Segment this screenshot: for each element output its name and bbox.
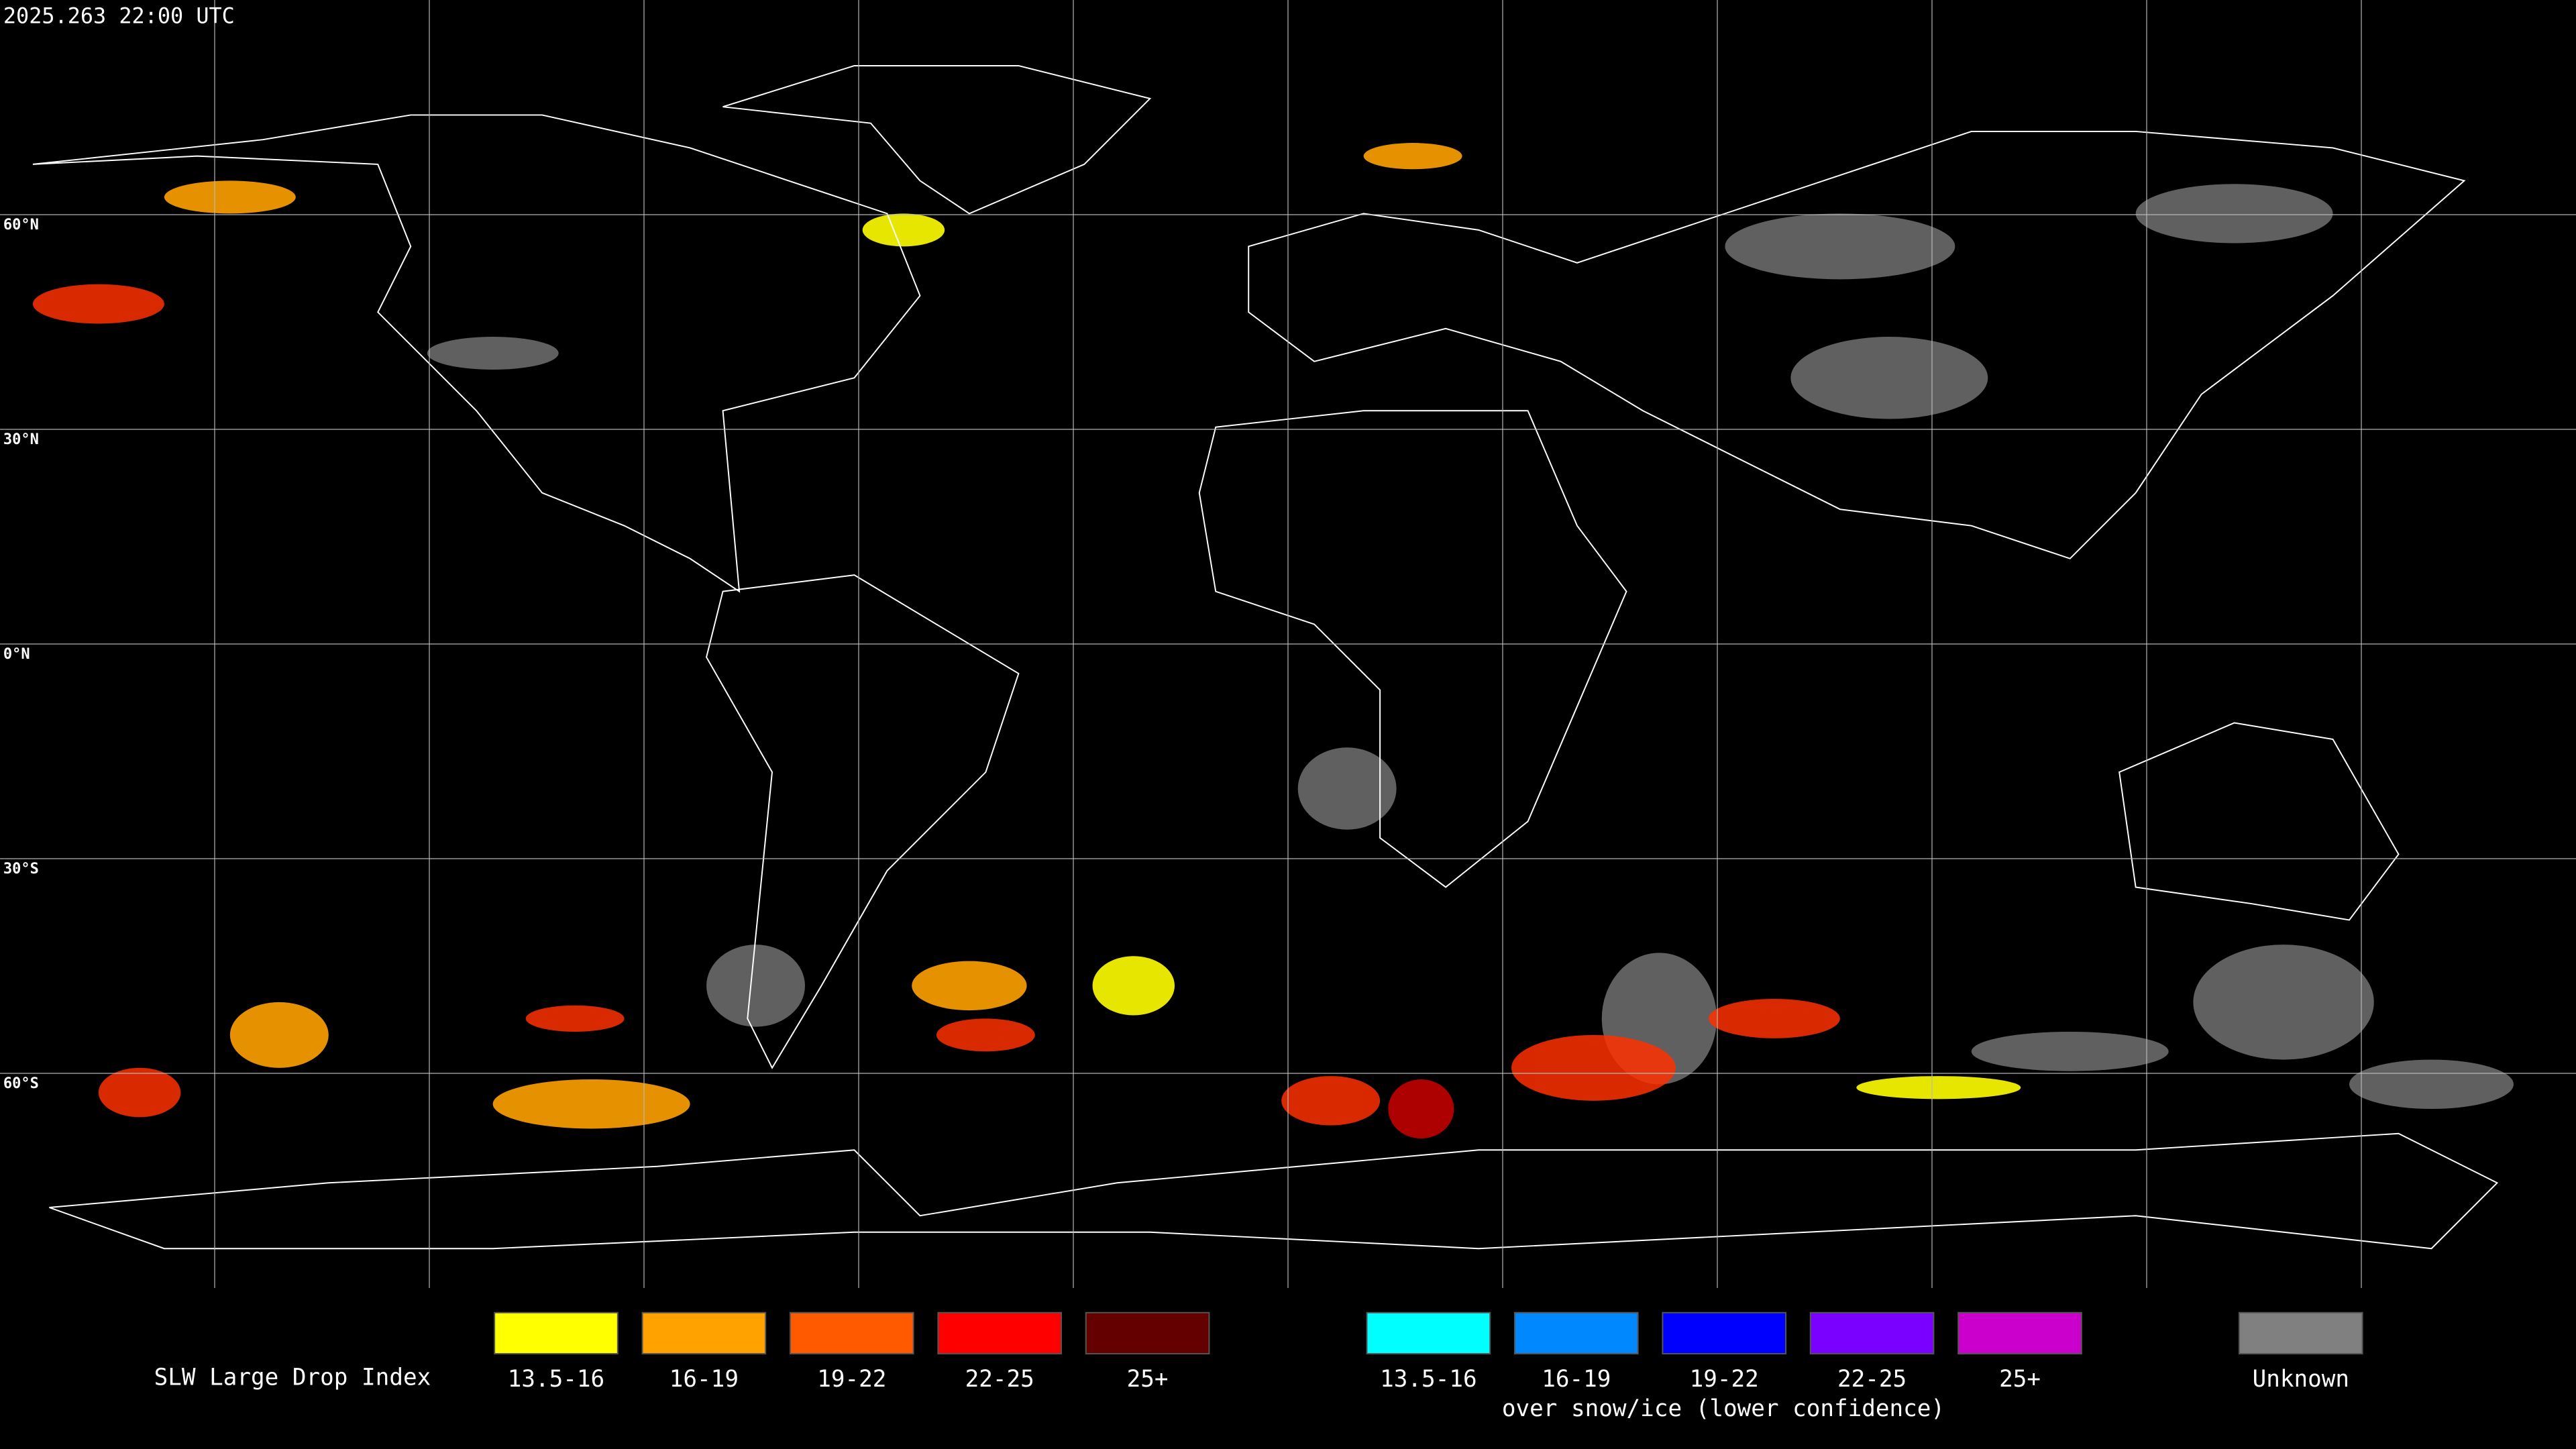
snow-ice-label: 13.5-16 <box>1380 1366 1477 1393</box>
cloud-imagery <box>32 143 2514 1139</box>
liquid-swatch <box>494 1311 619 1354</box>
unknown-swatch <box>2238 1311 2363 1354</box>
liquid-label: 16-19 <box>669 1366 739 1393</box>
liquid-swatch <box>1085 1311 1210 1354</box>
snow-ice-swatch <box>1366 1311 1491 1354</box>
snow-ice-swatch <box>1513 1311 1639 1354</box>
liquid-swatch <box>937 1311 1063 1354</box>
snow-ice-label: 22-25 <box>1837 1366 1907 1393</box>
unknown-label: Unknown <box>2253 1366 2349 1393</box>
liquid-swatch <box>641 1311 767 1354</box>
graticule <box>0 0 2576 1288</box>
snow-ice-caption: over snow/ice (lower confidence) <box>1502 1395 1945 1422</box>
snow-ice-swatch <box>1957 1311 2082 1354</box>
liquid-label: 25+ <box>1127 1366 1169 1393</box>
latitude-labels: 60°N 30°N 0°N 30°S 60°S <box>3 217 39 1092</box>
latitude-label: 60°S <box>3 1075 39 1092</box>
liquid-label: 19-22 <box>817 1366 886 1393</box>
snow-ice-swatch <box>1809 1311 1935 1354</box>
legend-title: SLW Large Drop Index <box>154 1364 431 1391</box>
snow-ice-label: 25+ <box>1999 1366 2041 1393</box>
coastlines <box>32 64 2499 1250</box>
legend: SLW Large Drop Index over snow/ice (lowe… <box>154 1311 2363 1422</box>
liquid-label: 13.5-16 <box>508 1366 604 1393</box>
liquid-swatch <box>789 1311 914 1354</box>
timestamp: 2025.263 22:00 UTC <box>3 3 235 28</box>
latitude-label: 30°S <box>3 861 39 877</box>
snow-ice-label: 19-22 <box>1690 1366 1759 1393</box>
latitude-label: 0°N <box>3 646 30 663</box>
liquid-label: 22-25 <box>965 1366 1034 1393</box>
latitude-label: 60°N <box>3 217 39 233</box>
snow-ice-swatch <box>1662 1311 1787 1354</box>
latitude-label: 30°N <box>3 431 39 448</box>
snow-ice-label: 16-19 <box>1542 1366 1611 1393</box>
